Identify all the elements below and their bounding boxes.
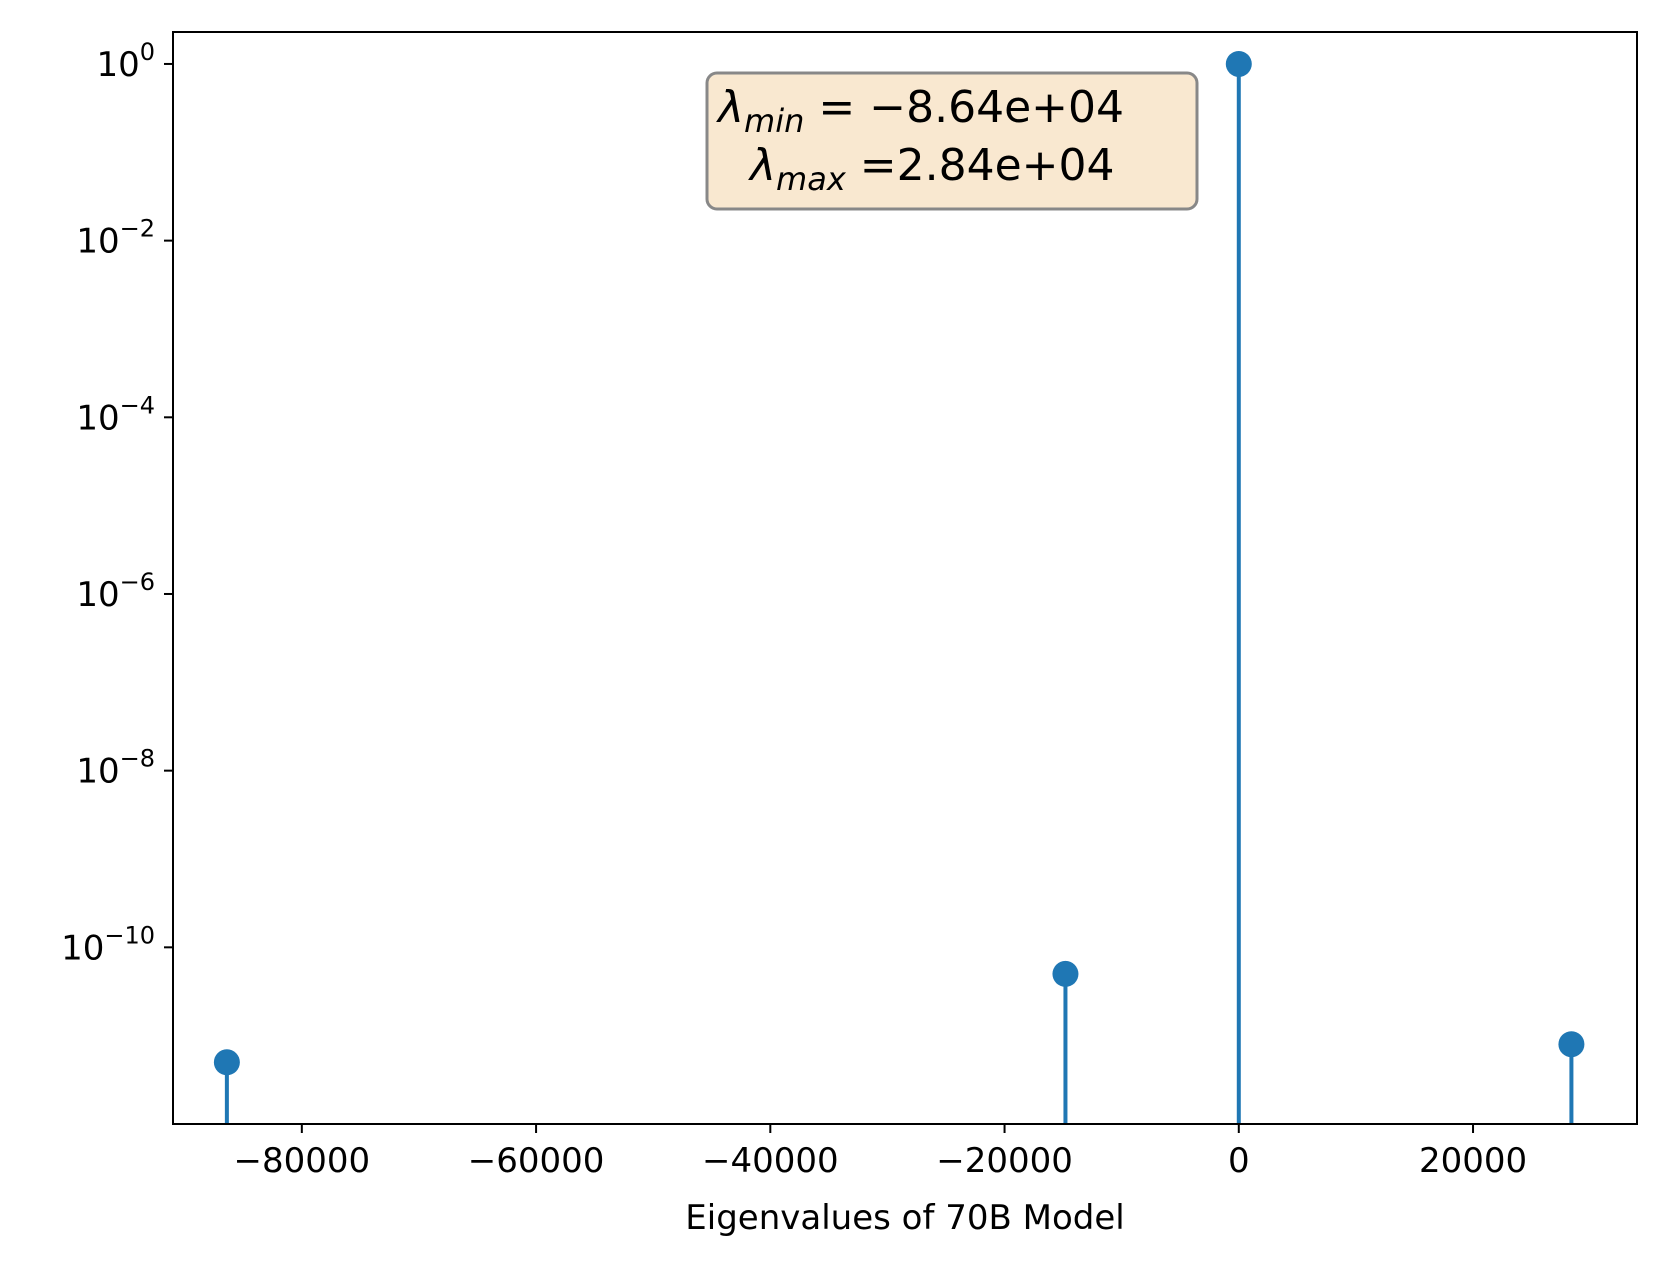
x-tick-label: −60000 bbox=[468, 1141, 605, 1181]
x-tick-label: −40000 bbox=[702, 1141, 839, 1181]
x-tick-label: −80000 bbox=[234, 1141, 371, 1181]
stem-series bbox=[213, 50, 1585, 1124]
y-axis-ticks: 100 10−2 10−4 10−6 10−8 10−10 bbox=[61, 38, 173, 968]
y-tick-label: 100 bbox=[96, 38, 155, 85]
lambda-max-text: λmax =2.84e+04 bbox=[748, 140, 1115, 198]
plot-area bbox=[173, 32, 1637, 1124]
y-tick-label: 10−10 bbox=[61, 921, 155, 968]
y-tick-label: 10−4 bbox=[76, 391, 155, 438]
y-tick-label: 10−8 bbox=[76, 745, 155, 792]
y-tick-label: 10−6 bbox=[76, 568, 155, 615]
x-axis-ticks: −80000 −60000 −40000 −20000 0 20000 bbox=[234, 1124, 1527, 1181]
plot-frame bbox=[172, 31, 1638, 1125]
x-tick-label: 0 bbox=[1228, 1141, 1250, 1181]
x-axis-title: Eigenvalues of 70B Model bbox=[685, 1198, 1124, 1238]
lambda-min-text: λmin = −8.64e+04 bbox=[716, 82, 1124, 140]
eigenvalue-annotation-box: λmin = −8.64e+04 λmax =2.84e+04 bbox=[705, 71, 1199, 211]
x-tick-label: −20000 bbox=[936, 1141, 1073, 1181]
x-tick-label: 20000 bbox=[1419, 1141, 1527, 1181]
stem-marker bbox=[1052, 960, 1079, 987]
stem-marker bbox=[1558, 1031, 1585, 1058]
annotation-background bbox=[705, 71, 1199, 211]
stem-marker bbox=[1225, 50, 1252, 77]
y-tick-label: 10−2 bbox=[76, 215, 155, 262]
stem-marker bbox=[213, 1049, 240, 1076]
